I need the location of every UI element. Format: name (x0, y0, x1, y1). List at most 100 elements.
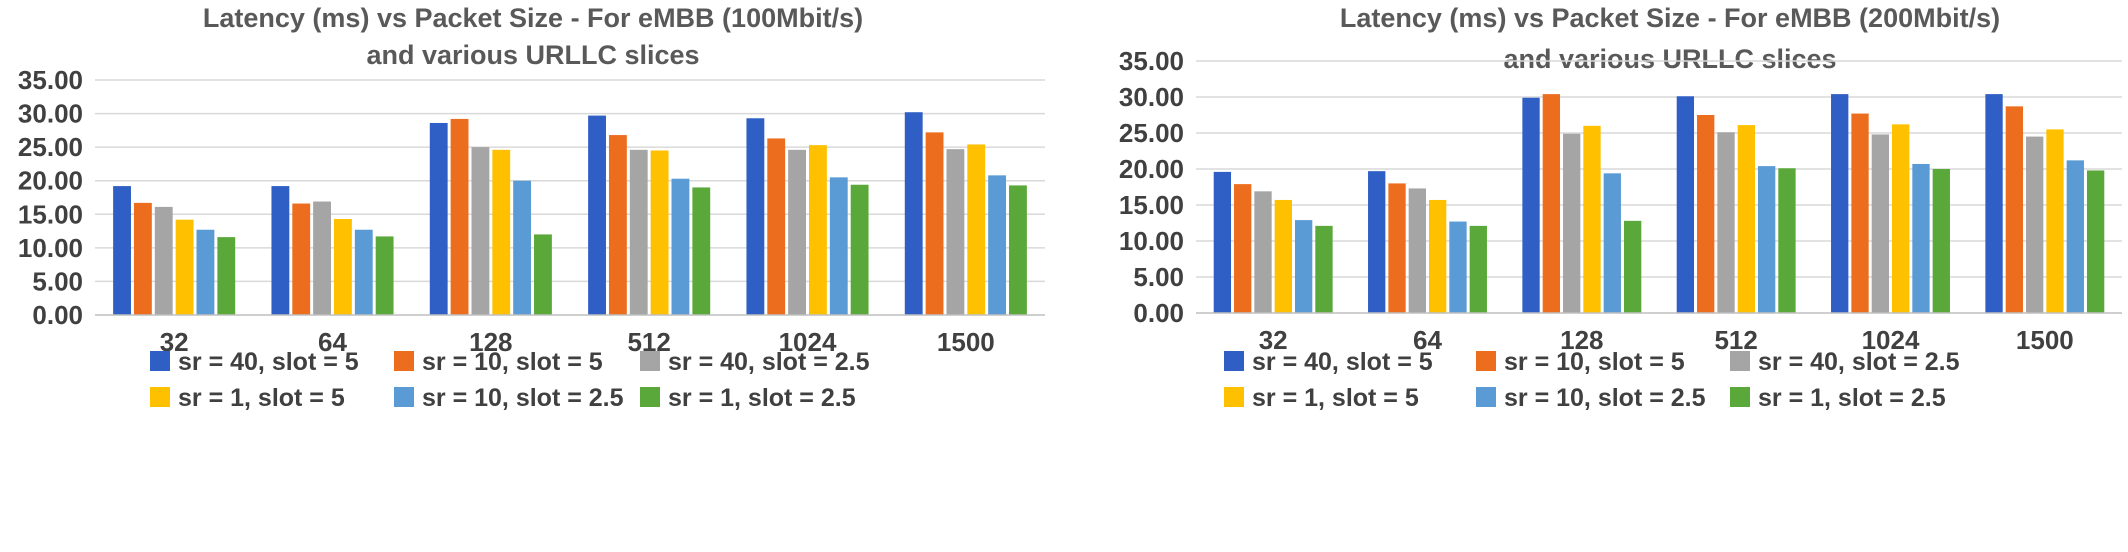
legend-swatch (1476, 351, 1496, 371)
legend-item: sr = 1, slot = 2.5 (640, 384, 856, 412)
bar (1778, 168, 1796, 313)
bar (1234, 184, 1252, 313)
bar (2046, 129, 2064, 313)
y-tick-label: 25.00 (18, 132, 83, 162)
legend-item: sr = 1, slot = 5 (1224, 384, 1419, 412)
legend-swatch (394, 351, 414, 371)
bar (1583, 125, 1601, 313)
legend-item: sr = 10, slot = 2.5 (394, 384, 624, 412)
x-tick-label: 32 (1259, 325, 1288, 355)
bar (2086, 170, 2105, 313)
bar (313, 201, 331, 315)
bar (1985, 94, 2003, 314)
bar (1294, 220, 1313, 313)
legend-item: sr = 40, slot = 2.5 (1730, 348, 1960, 376)
bar (1603, 173, 1621, 313)
chart-panel-100mbit: Latency (ms) vs Packet Size - For eMBB (… (0, 0, 1052, 552)
bar (1388, 183, 1406, 313)
legend-swatch (150, 387, 170, 407)
bar (925, 132, 944, 315)
x-tick-label: 1024 (1862, 325, 1920, 355)
bar (271, 186, 290, 315)
chart-panel-200mbit: Latency (ms) vs Packet Size - For eMBB (… (1064, 0, 2128, 552)
bar (1871, 134, 1889, 313)
y-tick-label: 30.00 (18, 99, 83, 129)
legend-item: sr = 1, slot = 2.5 (1730, 384, 1946, 412)
legend-item: sr = 1, slot = 5 (150, 384, 345, 412)
bar (1254, 191, 1272, 313)
bar (788, 149, 806, 315)
y-tick-label: 20.00 (18, 166, 83, 196)
legend-swatch (1476, 387, 1496, 407)
x-tick-label: 128 (469, 327, 512, 357)
bar (946, 149, 965, 315)
bar (850, 184, 869, 315)
legend-swatch (640, 387, 660, 407)
x-tick-label: 1500 (937, 327, 995, 357)
bar (1697, 115, 1715, 313)
legend-swatch (150, 351, 170, 371)
x-tick-label: 64 (318, 327, 347, 357)
bar (450, 118, 469, 315)
legend-label: sr = 1, slot = 2.5 (1758, 384, 1946, 412)
bar (1892, 124, 1910, 313)
y-tick-label: 30.00 (1119, 82, 1184, 112)
legend-item: sr = 40, slot = 2.5 (640, 348, 870, 376)
legend-item: sr = 40, slot = 5 (1224, 348, 1433, 376)
bar (1851, 113, 1869, 313)
bar (2066, 160, 2084, 313)
legend-swatch (640, 351, 660, 371)
legend-label: sr = 40, slot = 2.5 (668, 348, 870, 376)
bar (1315, 225, 1333, 313)
y-tick-label: 15.00 (18, 199, 83, 229)
bar (492, 149, 511, 315)
bar (471, 147, 490, 315)
bar (1717, 132, 1735, 313)
chart-subtitle: and various URLLC slices (366, 40, 699, 70)
chart-title: Latency (ms) vs Packet Size - For eMBB (… (203, 3, 863, 33)
x-tick-label: 512 (1714, 325, 1757, 355)
bar (1213, 171, 1232, 313)
bar (746, 118, 765, 316)
bar (1449, 221, 1467, 313)
bar (113, 186, 131, 315)
bar (829, 177, 848, 315)
legend-label: sr = 40, slot = 5 (178, 348, 359, 376)
chart-title: Latency (ms) vs Packet Size - For eMBB (… (1340, 3, 2000, 33)
legend-item: sr = 10, slot = 2.5 (1476, 384, 1706, 412)
bar (1542, 94, 1561, 314)
legend-label: sr = 40, slot = 5 (1252, 348, 1433, 376)
bar (671, 178, 690, 315)
legend-swatch (1730, 351, 1750, 371)
bar (1676, 96, 1695, 313)
y-tick-label: 25.00 (1119, 118, 1184, 148)
y-tick-label: 10.00 (18, 233, 83, 263)
legend-label: sr = 40, slot = 2.5 (1758, 348, 1960, 376)
bar (692, 187, 711, 315)
bar (217, 237, 236, 315)
bar (513, 180, 532, 315)
bar (1623, 220, 1642, 313)
bar (650, 150, 669, 315)
bar (809, 145, 827, 315)
bar (534, 234, 552, 315)
bar (629, 149, 648, 315)
bar (1469, 225, 1487, 313)
legend-label: sr = 1, slot = 5 (1252, 384, 1419, 412)
x-tick-label: 64 (1413, 325, 1442, 355)
legend-item: sr = 40, slot = 5 (150, 348, 359, 376)
bar (767, 138, 786, 315)
legend-swatch (1224, 351, 1244, 371)
bar (133, 202, 152, 315)
bar (429, 122, 448, 315)
chart-200mbit: Latency (ms) vs Packet Size - For eMBB (… (1119, 3, 2122, 412)
bar (1757, 166, 1776, 313)
bar (1408, 188, 1426, 313)
bar (1522, 97, 1540, 313)
bar (988, 175, 1007, 315)
y-tick-label: 5.00 (1133, 262, 1184, 292)
legend-label: sr = 1, slot = 2.5 (668, 384, 856, 412)
y-tick-label: 15.00 (1119, 190, 1184, 220)
bar (375, 236, 394, 315)
legend-label: sr = 10, slot = 2.5 (1504, 384, 1706, 412)
